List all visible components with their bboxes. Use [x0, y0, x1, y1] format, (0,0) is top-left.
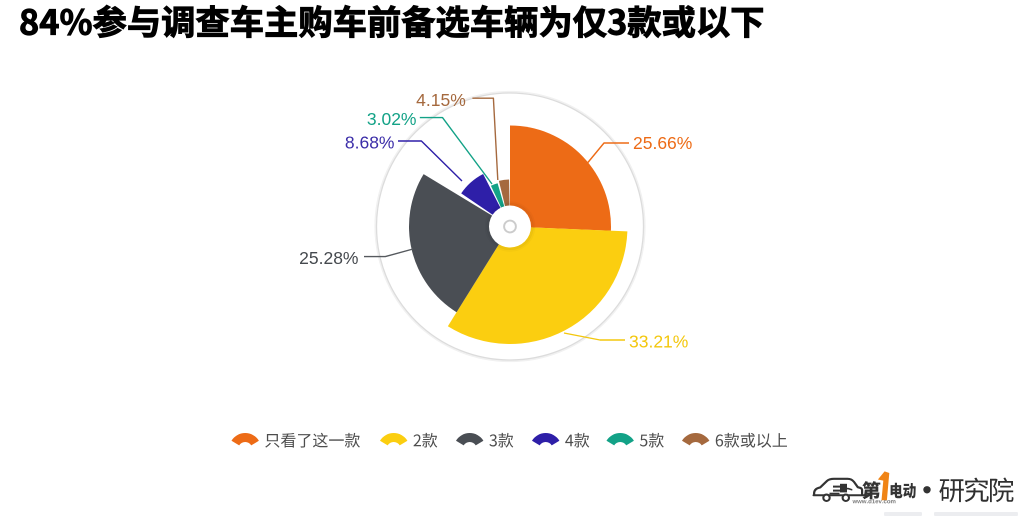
svg-text:25.28%: 25.28%: [299, 248, 358, 268]
svg-text:4.15%: 4.15%: [416, 90, 466, 110]
svg-text:33.21%: 33.21%: [629, 332, 688, 352]
svg-text:8.68%: 8.68%: [345, 132, 395, 152]
svg-text:3.02%: 3.02%: [367, 109, 417, 129]
svg-text:25.66%: 25.66%: [633, 133, 692, 153]
